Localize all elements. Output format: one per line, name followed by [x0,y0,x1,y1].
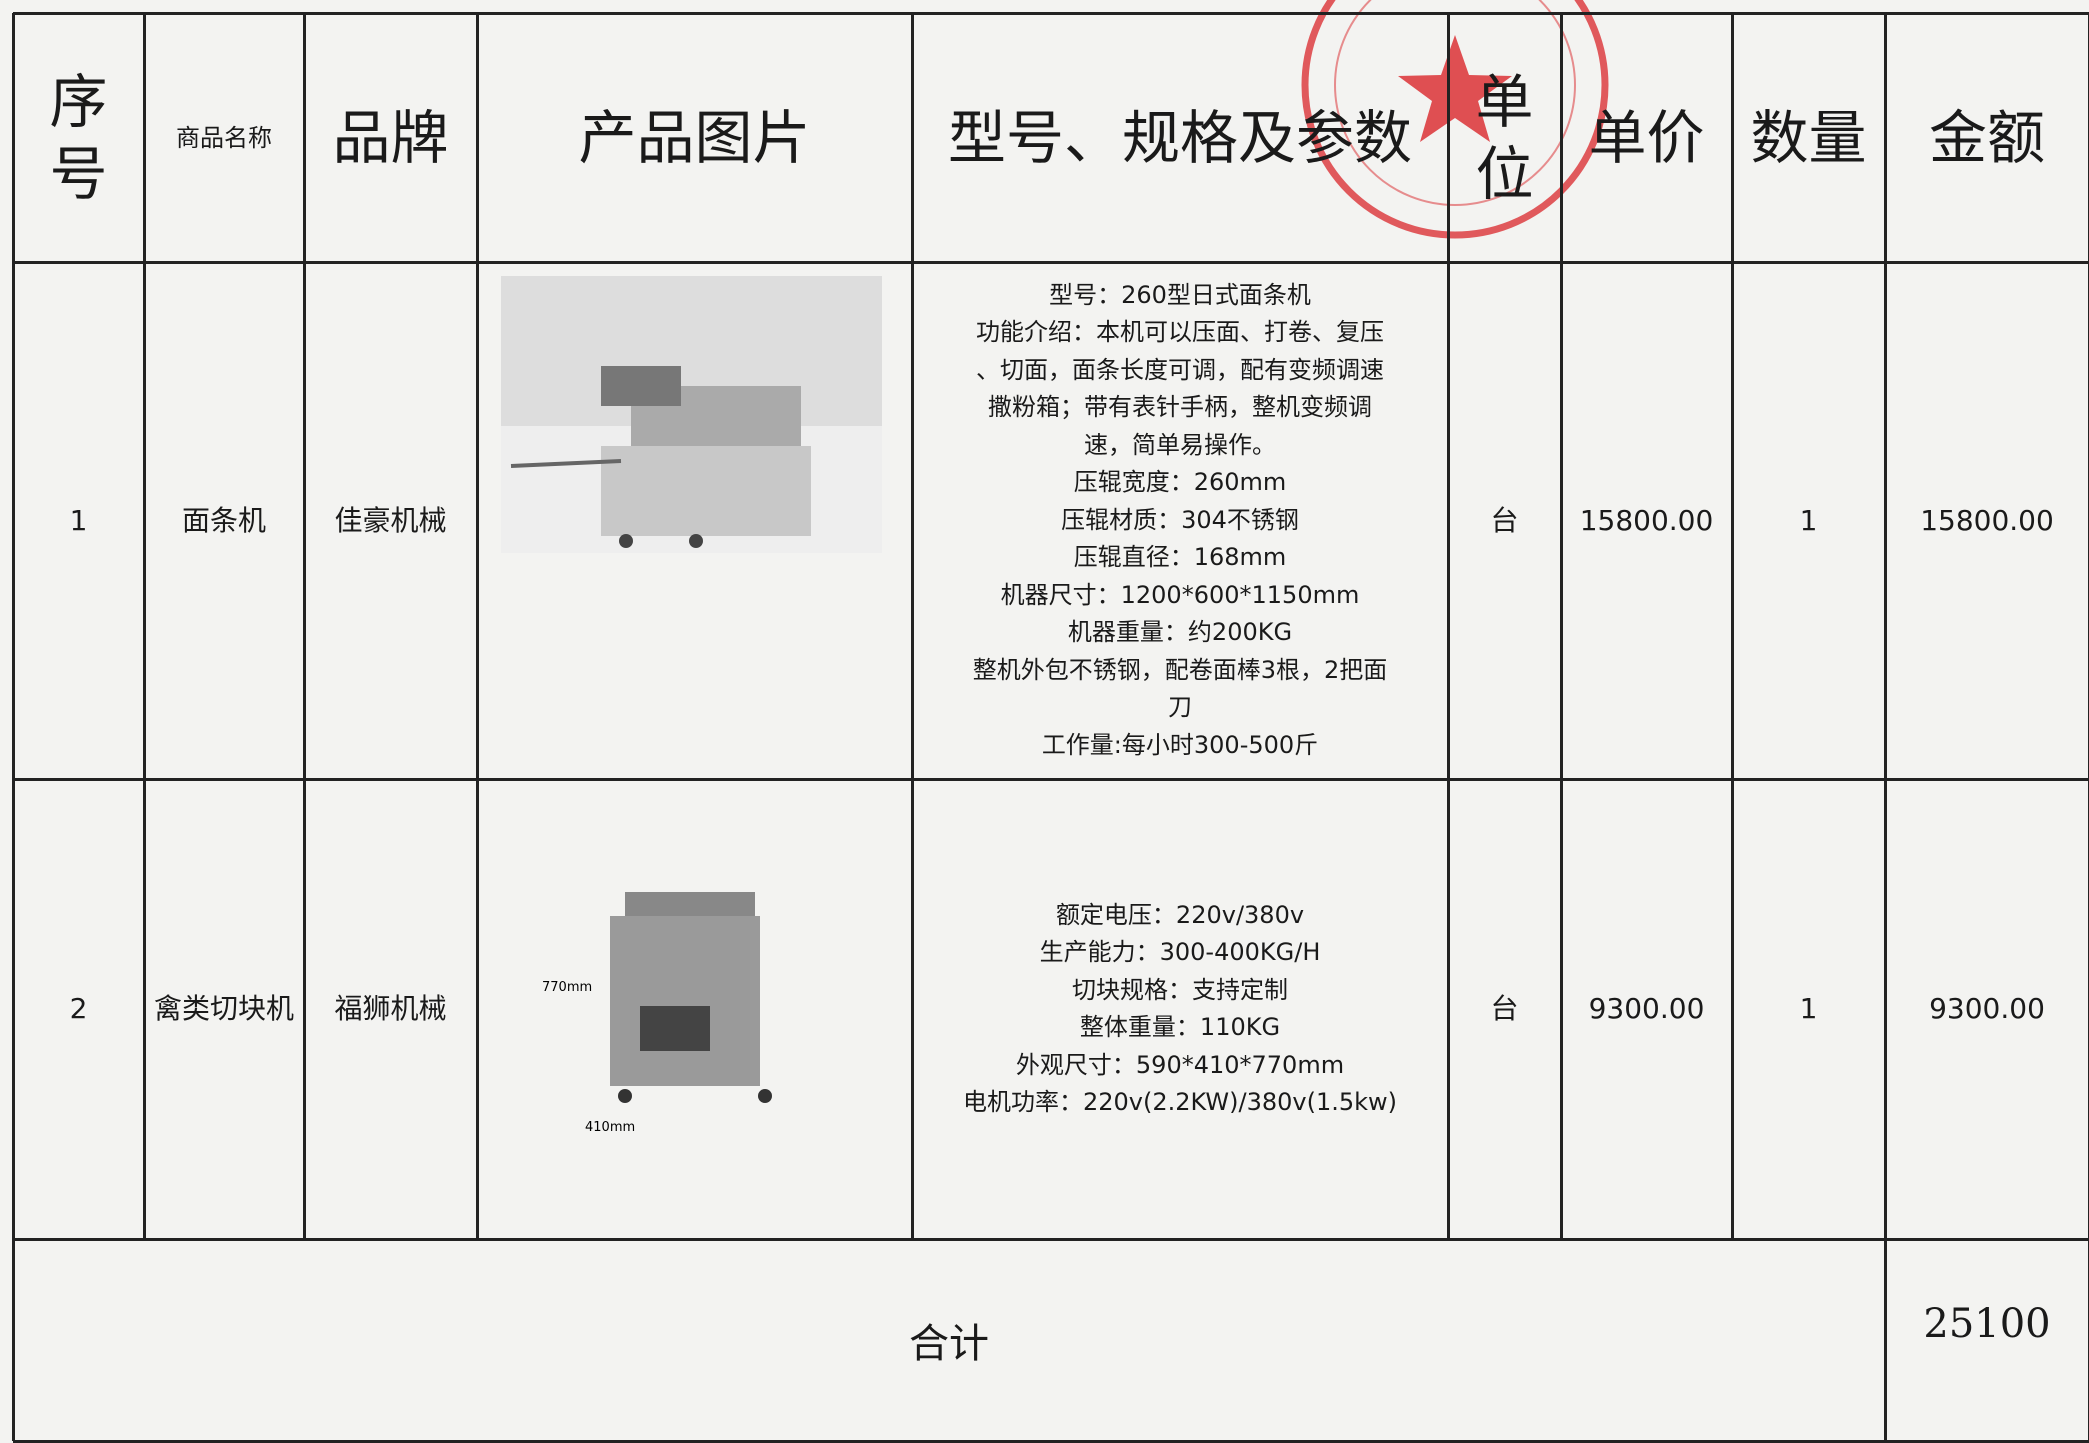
spec-line: 额定电压：220v/380v [1055,900,1305,929]
qty-cell: 1 [1799,992,1818,1025]
spec-cell: 额定电压：220v/380v 生产能力：300-400KG/H 切块规格：支持定制整… [912,779,1448,1239]
total-amount: 25100 [1923,1301,2051,1347]
spec-cell: 型号：260型日式面条机功能介绍：本机可以压面、打卷、复压 、切面，面条长度可调，… [912,262,1448,779]
header-cell: 序号 [49,67,108,208]
column-line [1731,13,1734,1239]
unit-cell: 台 [1490,992,1519,1025]
name-cell: 面条机 [181,503,266,537]
spec-line: 刀 [1168,693,1192,722]
dimension-label: 770mm [542,980,592,995]
spec-line: 机器尺寸：1200*600*1150mm [1000,580,1360,609]
product-image [501,276,882,553]
spec-line: 撒粉箱；带有表针手柄，整机变频调 [988,393,1372,422]
product-image: 770mm 410mm [540,886,793,1139]
column-line [1447,13,1450,1239]
header-cell: 单位 [1475,67,1534,208]
column-line [1884,13,1887,1441]
header-cell: 型号、规格及参数 [947,103,1412,172]
spec-line: 生产能力：300-400KG/H [1039,938,1321,966]
row-line [13,261,2089,264]
header-cell: 金额 [1928,103,2045,172]
row-line [13,778,2089,781]
header-cell: 产品图片 [578,103,811,172]
row-line [13,1238,2089,1241]
header-cell: 商品名称 [176,123,272,152]
spec-line: 切块规格：支持定制 [1072,975,1288,1004]
spec-line: 外观尺寸：590*410*770mm [1015,1050,1345,1079]
spec-line: 整体重量：110KG [1079,1013,1281,1041]
header-cell: 单价 [1588,103,1705,172]
header-cell: 数量 [1750,103,1867,172]
price-cell: 15800.00 [1579,503,1714,537]
index-cell: 2 [69,992,88,1025]
total-label: 合计 [909,1321,989,1367]
spec-line: 工作量:每小时300-500斤 [1041,730,1319,759]
spec-line: 压辊直径：168mm [1073,543,1287,572]
spec-line: 电机功率：220v(2.2KW)/380v(1.5kw) [962,1088,1398,1116]
header-cell: 品牌 [332,103,449,172]
price-cell: 9300.00 [1588,992,1705,1025]
column-line [12,13,15,1441]
spec-line: 压辊宽度：260mm [1073,468,1287,497]
qty-cell: 1 [1799,503,1818,537]
brand-cell: 福狮机械 [334,992,447,1025]
spec-line: 速，简单易操作。 [1084,430,1276,459]
unit-cell: 台 [1490,503,1519,537]
column-line [1560,13,1563,1239]
spec-line: 功能介绍：本机可以压面、打卷、复压 [976,318,1384,347]
spec-line: 压辊材质：304不锈钢 [1061,505,1299,534]
column-line [911,13,914,1239]
amount-cell: 15800.00 [1920,503,2054,537]
index-cell: 1 [69,503,88,537]
spec-line: 、切面，面条长度可调，配有变频调速 [976,355,1384,384]
spec-line: 整机外包不锈钢，配卷面棒3根，2把面 [972,655,1388,684]
spec-line: 机器重量：约200KG [1067,618,1293,647]
column-line [303,13,306,1239]
dimension-label: 410mm [585,1120,635,1135]
name-cell: 禽类切块机 [153,992,294,1025]
row-line [13,12,2089,15]
amount-cell: 9300.00 [1929,992,2045,1025]
column-line [143,13,146,1239]
spec-line: 型号：260型日式面条机 [1049,280,1311,309]
brand-cell: 佳豪机械 [334,503,447,537]
column-line [476,13,479,1239]
